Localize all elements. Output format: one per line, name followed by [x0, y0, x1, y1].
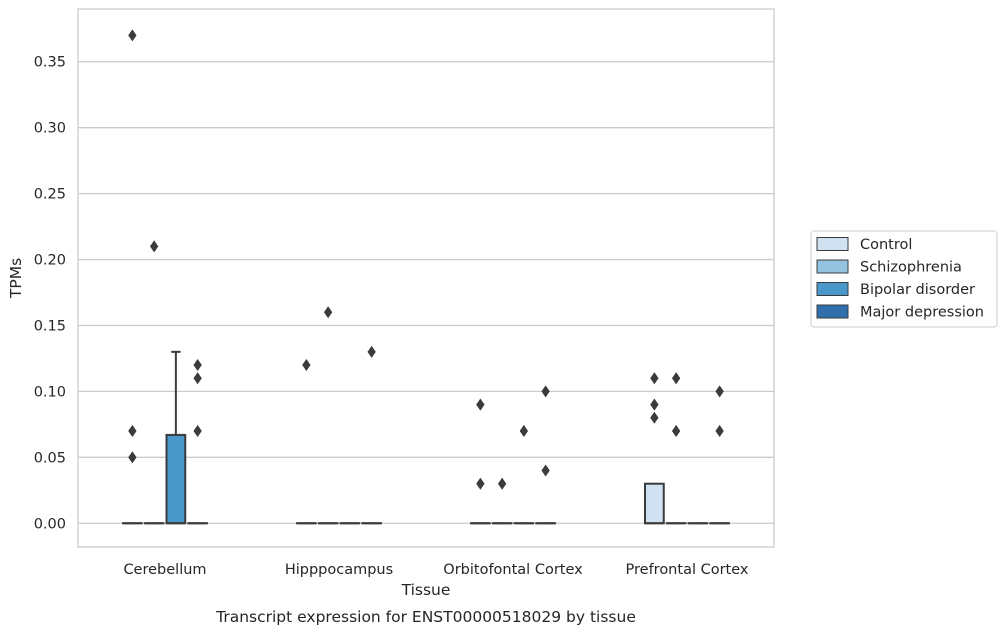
outlier-point: [650, 398, 659, 411]
outlier-point: [128, 424, 137, 437]
box-group: [470, 398, 491, 525]
y-tick-label: 0.10: [34, 384, 66, 400]
outlier-point: [476, 477, 485, 490]
box-group: [122, 29, 143, 525]
outlier-point: [128, 29, 137, 42]
outlier-point: [193, 372, 202, 385]
legend-label: Major depression: [860, 305, 984, 321]
legend-frame: [810, 230, 998, 328]
outlier-point: [323, 306, 333, 319]
legend-label: Schizophrenia: [860, 260, 962, 276]
box-group: [709, 385, 730, 525]
legend-items: Control Schizophrenia Bipolar disorder Majo…: [816, 237, 984, 321]
outlier-point: [715, 385, 724, 398]
box: [165, 433, 187, 525]
outlier-point: [715, 424, 724, 437]
y-tick-label: 0.25: [34, 187, 66, 203]
outlier-point: [650, 372, 659, 385]
outlier-point: [128, 451, 137, 464]
y-tick-label: 0.30: [34, 121, 66, 137]
box: [644, 482, 665, 525]
outlier-point: [519, 424, 529, 437]
legend-swatch: [816, 237, 849, 251]
box-group: [296, 359, 317, 525]
y-axis-title: TPMs: [7, 258, 25, 299]
y-tick-label: 0.35: [34, 55, 66, 71]
y-tick-label: 0.00: [34, 516, 66, 532]
outlier-point: [497, 477, 507, 490]
box-group: [535, 385, 556, 525]
legend-swatch: [816, 259, 849, 274]
outlier-point: [193, 424, 202, 437]
outlier-point: [671, 424, 681, 437]
y-tick-labels: 0.00 0.05 0.10 0.15 0.20 0.25 0.30 0.35: [34, 55, 66, 533]
y-tick-label: 0.15: [34, 318, 66, 334]
box-group: [644, 372, 665, 525]
x-tick-label: Hipppocampus: [285, 562, 393, 578]
gridlines: [78, 61, 774, 524]
box-group: [143, 240, 165, 525]
y-tick-label: 0.05: [34, 450, 66, 466]
legend-label: Control: [860, 237, 912, 253]
boxes: [122, 29, 730, 525]
plot-frame: [77, 8, 775, 548]
box-group: [513, 424, 535, 525]
outlier-point: [671, 372, 681, 385]
box-group: [187, 359, 208, 525]
y-tick-label: 0.20: [34, 253, 66, 269]
outlier-point: [541, 385, 550, 398]
x-tick-label: Orbitofontal Cortex: [443, 562, 583, 578]
box-group: [317, 306, 339, 525]
box-group: [491, 477, 513, 525]
x-tick-labels: Cerebellum Hipppocampus Orbitofontal Corte…: [123, 562, 748, 578]
outlier-point: [476, 398, 485, 411]
legend-swatch: [816, 304, 849, 319]
legend-swatch: [816, 282, 849, 296]
x-tick-label: Prefrontal Cortex: [626, 562, 749, 578]
box-group: [165, 350, 187, 525]
box-group: [665, 372, 687, 525]
legend-label: Bipolar disorder: [860, 282, 975, 298]
x-tick-label: Cerebellum: [123, 562, 206, 578]
outlier-point: [541, 464, 550, 477]
outlier-point: [149, 240, 159, 253]
box-group: [361, 345, 382, 525]
outlier-point: [302, 359, 311, 372]
chart-caption: Transcript expression for ENST0000051802…: [215, 608, 636, 626]
outlier-point: [367, 345, 376, 358]
x-axis-title: Tissue: [401, 581, 451, 599]
legend: Control Schizophrenia Bipolar disorder Majo…: [810, 230, 998, 328]
outlier-point: [650, 411, 659, 424]
outlier-point: [193, 359, 202, 372]
